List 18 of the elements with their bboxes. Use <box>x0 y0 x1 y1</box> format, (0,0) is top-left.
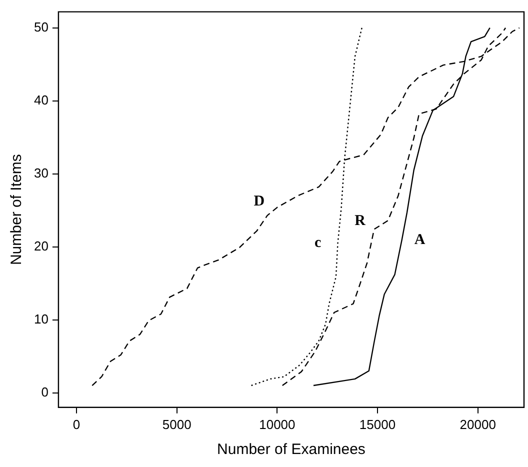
y-tick-label: 40 <box>34 92 48 108</box>
y-tick-label: 20 <box>34 238 48 254</box>
x-axis-title: Number of Examinees <box>217 441 366 458</box>
series-label: c <box>314 235 322 252</box>
series-label: R <box>354 213 366 230</box>
y-tick-label: 50 <box>34 19 48 34</box>
x-tick-label: 5000 <box>162 416 192 432</box>
series-label: A <box>414 232 426 248</box>
x-tick-label: 15000 <box>359 416 396 432</box>
line-series <box>92 27 520 386</box>
series-label: D <box>254 193 265 210</box>
y-axis-title: Number of Items <box>8 154 26 266</box>
x-tick-label: 0 <box>72 416 80 432</box>
x-tick-label: 10000 <box>259 416 296 432</box>
y-tick-label: 10 <box>34 311 48 326</box>
y-tick-label: 0 <box>41 384 48 400</box>
x-tick-label: 20000 <box>460 416 496 432</box>
y-tick-label: 30 <box>34 165 48 180</box>
